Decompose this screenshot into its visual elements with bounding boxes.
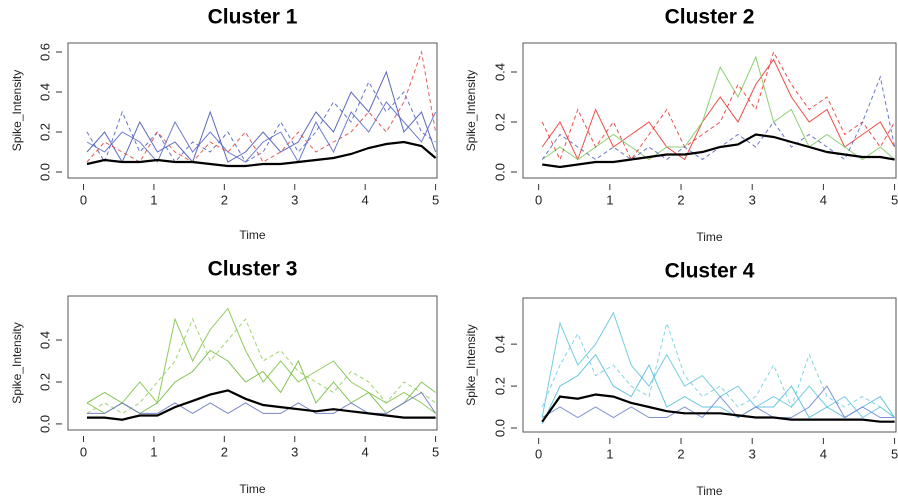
series-line (541, 50, 896, 161)
series-line (86, 50, 437, 163)
y-tick-label: 0.4 (492, 63, 507, 81)
y-tick-label: 0.4 (37, 331, 52, 349)
y-axis-title: Spike_Intensity (10, 322, 24, 403)
x-axis-title: Time (239, 228, 266, 242)
x-tick-label: 2 (221, 192, 228, 207)
x-tick-label: 3 (749, 192, 756, 207)
plot-frame (522, 42, 897, 179)
x-tick-label: 0 (80, 444, 87, 459)
series-line (86, 101, 437, 164)
x-tick-label: 3 (291, 444, 298, 459)
series-line (86, 307, 436, 414)
series-line (86, 70, 437, 164)
series-line (87, 391, 437, 414)
mean-line (542, 133, 895, 169)
x-tick-label: 5 (891, 446, 898, 461)
x-tick-label: 0 (535, 192, 542, 207)
y-tick-label: 0.4 (492, 335, 507, 353)
y-axis-title: Spike_Intensity (10, 70, 24, 151)
x-tick-label: 3 (291, 192, 298, 207)
y-tick-label: 0.0 (492, 419, 507, 437)
x-tick-label: 5 (432, 444, 439, 459)
plot-frame (67, 295, 438, 431)
series-line (541, 321, 895, 418)
x-tick-label: 0 (535, 446, 542, 461)
y-tick-label: 0.0 (492, 163, 507, 181)
x-tick-label: 4 (820, 192, 827, 207)
x-tick-label: 4 (362, 444, 369, 459)
y-axis-title: Spike_Intensity (464, 324, 478, 405)
mean-line (86, 140, 437, 168)
y-tick-label: 0.2 (492, 113, 507, 131)
series-line (541, 55, 895, 161)
panel-title: Cluster 2 (665, 6, 755, 29)
y-tick-label: 0.0 (37, 163, 52, 181)
series-line (86, 80, 436, 164)
x-tick-label: 3 (749, 446, 756, 461)
x-tick-label: 4 (362, 192, 369, 207)
mean-line (87, 389, 436, 421)
y-tick-label: 0.6 (37, 43, 52, 61)
panel-title: Cluster 4 (665, 260, 755, 283)
y-tick-label: 0.2 (492, 377, 507, 395)
y-tick-label: 0.0 (37, 415, 52, 433)
y-tick-label: 0.2 (37, 373, 52, 391)
x-tick-label: 0 (80, 192, 87, 207)
x-tick-label: 5 (432, 192, 439, 207)
y-axis-title: Spike_Intensity (464, 70, 478, 151)
x-tick-label: 4 (820, 446, 827, 461)
y-tick-label: 0.4 (37, 83, 52, 101)
x-axis-title: Time (696, 230, 723, 244)
x-tick-label: 1 (150, 192, 157, 207)
mean-line (541, 393, 895, 423)
x-tick-label: 1 (150, 444, 157, 459)
x-tick-label: 1 (606, 192, 613, 207)
panel-title: Cluster 3 (208, 258, 298, 281)
x-tick-label: 1 (606, 446, 613, 461)
y-tick-label: 0.2 (37, 123, 52, 141)
series-line (86, 349, 436, 415)
x-tick-label: 5 (891, 192, 898, 207)
x-axis-title: Time (239, 482, 266, 496)
series-line (86, 317, 436, 414)
plot-frame (522, 297, 897, 433)
series-line (541, 353, 896, 425)
x-tick-label: 2 (677, 192, 684, 207)
x-axis-title: Time (696, 484, 723, 498)
panel-title: Cluster 1 (208, 6, 298, 29)
series-line (541, 385, 895, 419)
x-tick-label: 2 (221, 444, 228, 459)
plot-frame (67, 42, 438, 179)
series-line (541, 58, 896, 161)
x-tick-label: 2 (677, 446, 684, 461)
series-line (541, 311, 895, 419)
